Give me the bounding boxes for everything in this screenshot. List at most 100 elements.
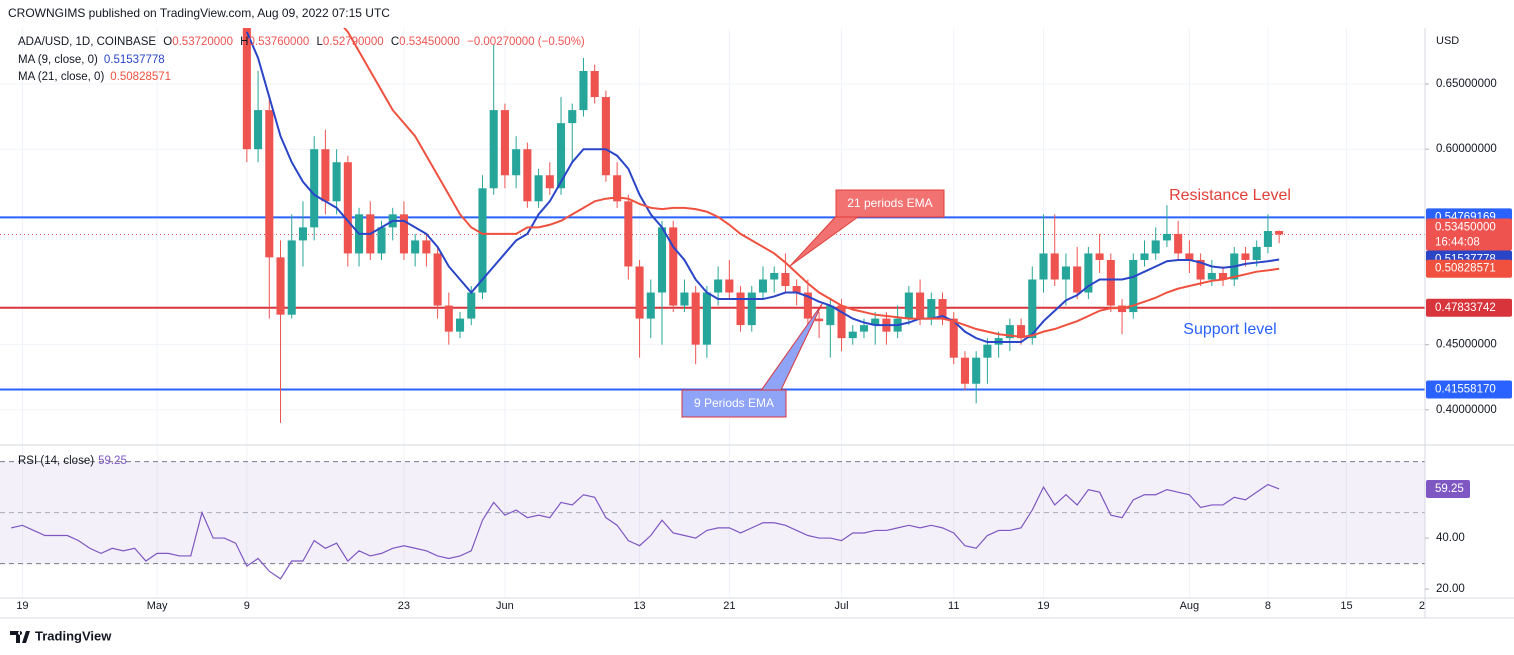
candle-body xyxy=(601,97,610,176)
footer-text: TradingView xyxy=(35,628,112,643)
rsi-tick-label: 20.00 xyxy=(1436,583,1465,595)
candle-body xyxy=(1207,272,1216,280)
ma-label-box xyxy=(1426,259,1512,278)
candle-body xyxy=(1218,272,1228,280)
candle-body xyxy=(826,305,835,326)
candle-body xyxy=(512,149,521,176)
legend-value: 59.25 xyxy=(98,455,127,467)
candle-body xyxy=(714,279,723,293)
candle-body xyxy=(1095,253,1104,260)
footer-logo: TradingView xyxy=(10,628,112,643)
candle-body xyxy=(242,28,251,150)
candle-body xyxy=(1196,259,1205,280)
callout-box xyxy=(681,389,787,418)
candle-body xyxy=(1129,259,1138,313)
x-tick-label: 15 xyxy=(1340,600,1352,612)
symbol-legend: ADA/USD, 1D, COINBASE O0.53720000 H0.537… xyxy=(18,36,585,48)
candle-body xyxy=(747,292,756,326)
candle-body xyxy=(1263,231,1272,247)
x-tick-label: 23 xyxy=(398,600,410,612)
candle-body xyxy=(669,227,678,306)
x-tick-label: 22 xyxy=(1419,600,1431,612)
main-pane xyxy=(0,28,1425,445)
candle-body xyxy=(1151,240,1160,254)
candle-body xyxy=(871,318,880,326)
candle-body xyxy=(478,188,487,293)
candle-body xyxy=(613,175,622,202)
level-label-box xyxy=(1426,298,1512,317)
candle-body xyxy=(321,149,330,202)
candle-body xyxy=(467,292,476,319)
candle-body xyxy=(1061,266,1070,280)
candle-body xyxy=(433,253,442,306)
candle-body xyxy=(1162,233,1171,241)
candle-body xyxy=(657,227,667,293)
x-tick-label: Jun xyxy=(496,600,514,612)
candle-body xyxy=(1028,279,1037,339)
x-tick-label: 11 xyxy=(948,600,959,612)
level-label-text: 0.41558170 xyxy=(1435,384,1496,396)
field-value: 0.53450000 xyxy=(399,36,460,48)
legend-value: 0.51537778 xyxy=(104,54,165,66)
candle-body xyxy=(456,318,465,332)
candle-body xyxy=(1106,259,1115,306)
candle-body xyxy=(1241,253,1250,260)
candle-body xyxy=(725,279,734,293)
candle-body xyxy=(972,357,981,384)
level-label-text: 0.47833742 xyxy=(1435,302,1496,314)
x-tick-label: May xyxy=(147,600,168,612)
candle-body xyxy=(444,305,453,332)
ma-line xyxy=(245,31,1280,344)
ma21-legend: MA (21, close, 0) 0.50828571 xyxy=(18,71,171,83)
candle-body xyxy=(702,292,711,345)
candle-body xyxy=(983,344,992,358)
candle-body xyxy=(815,318,824,322)
candle-body xyxy=(534,175,543,202)
rsi-legend: RSI (14, close) 59.25 xyxy=(18,455,127,467)
legend-value: 0.50828571 xyxy=(110,71,171,83)
candle-body xyxy=(1005,325,1014,339)
candle-body xyxy=(1174,233,1183,254)
symbol: ADA/USD, 1D, COINBASE xyxy=(18,36,156,48)
candle-body xyxy=(332,162,341,202)
rsi-line xyxy=(11,483,1280,580)
candle-body xyxy=(624,201,633,267)
candle-body xyxy=(646,292,655,319)
publisher-header: CROWNGIMS published on TradingView.com, … xyxy=(8,6,390,20)
axis-unit: USD xyxy=(1436,35,1459,47)
candle-body xyxy=(411,240,420,254)
x-tick-label: 8 xyxy=(1265,600,1271,612)
y-tick-label: 0.60000000 xyxy=(1436,143,1497,155)
field-value: 0.52790000 xyxy=(323,36,384,48)
candle-body xyxy=(781,272,790,287)
x-tick-label: 9 xyxy=(244,600,250,612)
field-value: 0.53760000 xyxy=(248,36,309,48)
candle-body xyxy=(1084,253,1093,293)
candle-body xyxy=(1185,253,1194,260)
callout-text: 9 Periods EMA xyxy=(694,396,774,410)
candle-body xyxy=(422,240,431,254)
level-label-box xyxy=(1426,380,1512,399)
candle-body xyxy=(545,175,554,189)
candle-body xyxy=(1275,231,1284,235)
legend-name: RSI (14, close) xyxy=(18,455,94,467)
candle-body xyxy=(927,299,936,319)
callout-box xyxy=(835,189,945,218)
rsi-value-text: 59.25 xyxy=(1435,483,1464,495)
candle-body xyxy=(916,292,925,319)
ma-label-text: 0.50828571 xyxy=(1435,263,1496,275)
x-tick-label: 21 xyxy=(723,600,735,612)
callout-text: 21 periods EMA xyxy=(847,196,932,210)
field-value: 0.53720000 xyxy=(172,36,233,48)
y-tick-label: 0.40000000 xyxy=(1436,404,1497,416)
candle-body xyxy=(265,110,274,258)
candle-body xyxy=(254,110,263,150)
ema21-callout: 21 periods EMA xyxy=(789,189,945,267)
x-tick-label: Jul xyxy=(835,600,849,612)
candle-body xyxy=(343,162,352,254)
rsi-pane xyxy=(0,445,1425,598)
field-name: O xyxy=(163,36,172,48)
candle-body xyxy=(489,110,498,189)
